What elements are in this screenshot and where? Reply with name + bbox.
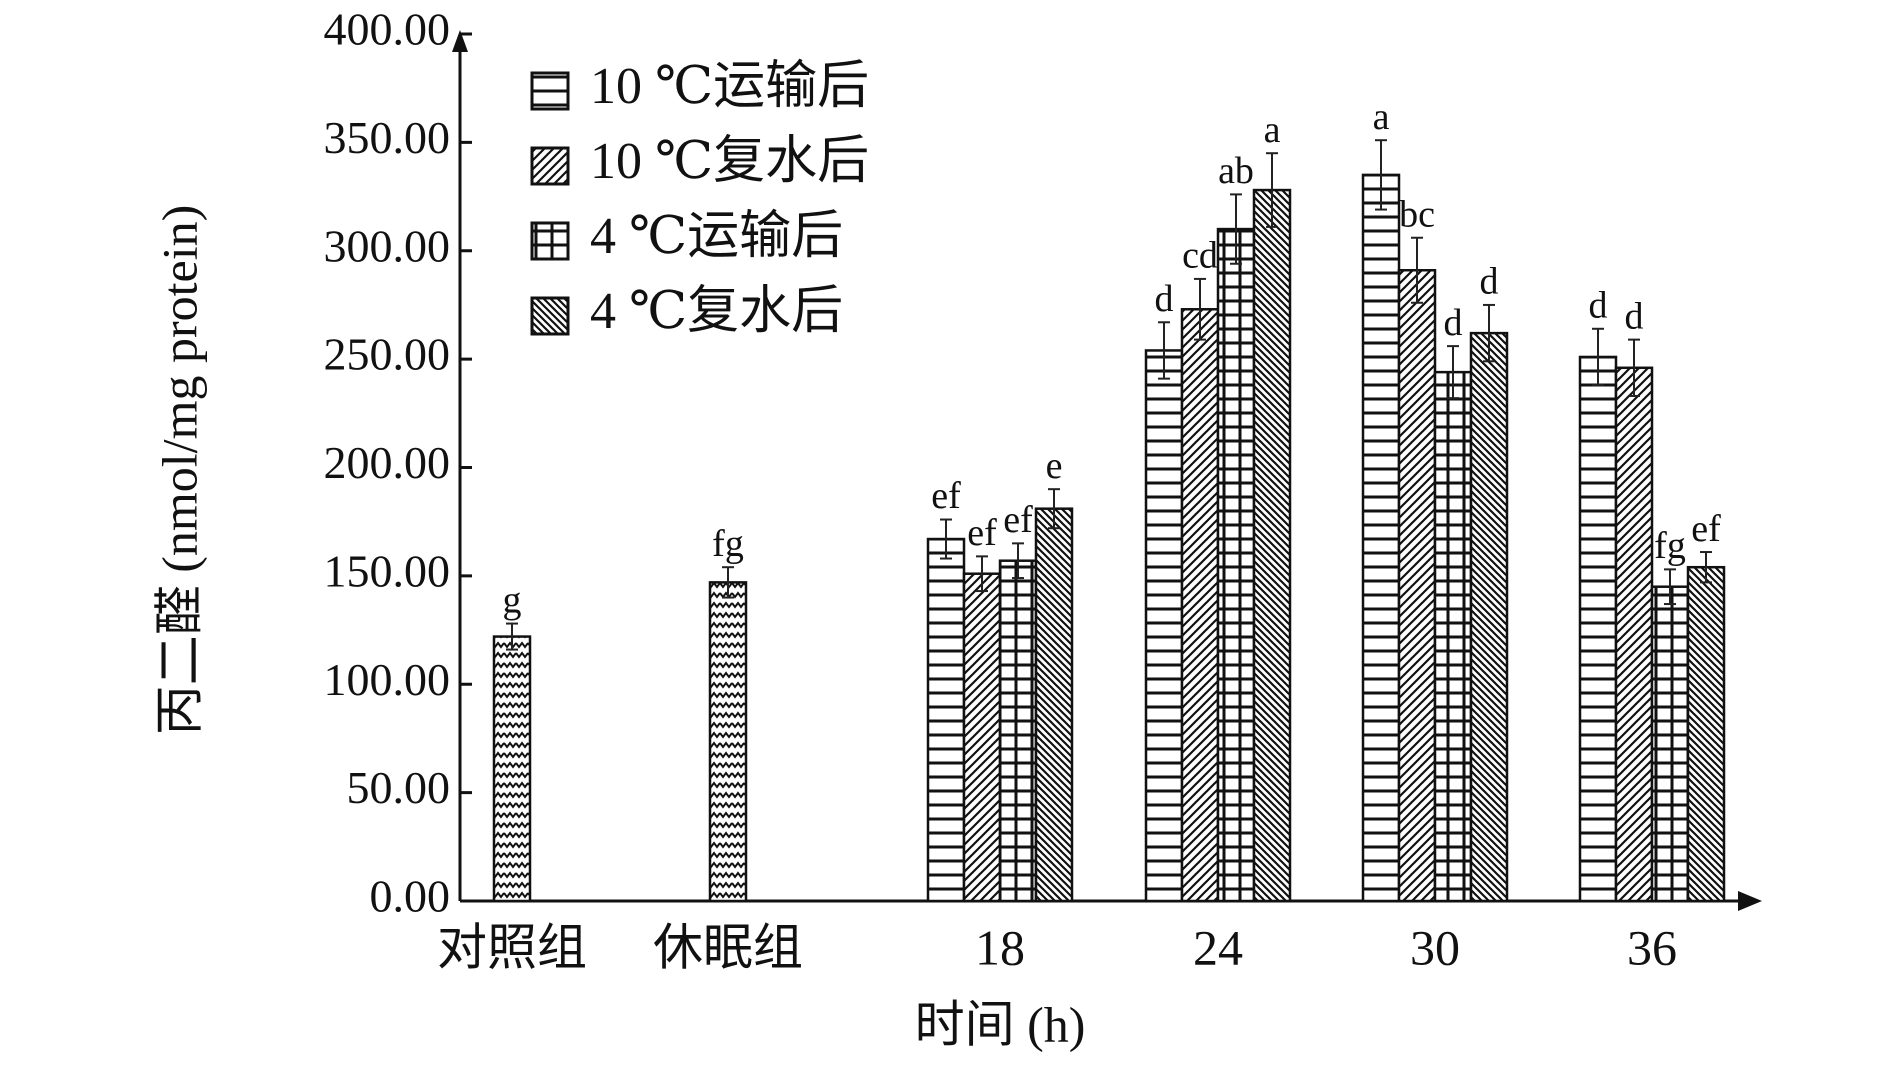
bar — [926, 537, 966, 903]
bar — [1144, 349, 1184, 903]
bar — [1397, 269, 1437, 903]
y-tick-label: 100.00 — [324, 654, 451, 705]
significance-letter: a — [1373, 96, 1390, 138]
bar — [492, 635, 532, 903]
significance-letter: bc — [1399, 193, 1435, 235]
legend-label: 10 ℃运输后 — [590, 58, 869, 115]
x-tick-label: 36 — [1627, 919, 1677, 975]
x-tick-label: 对照组 — [437, 919, 587, 975]
bar — [1034, 507, 1074, 903]
y-tick-label: 150.00 — [324, 545, 451, 596]
bar — [1650, 585, 1690, 903]
significance-letter: fg — [712, 523, 744, 565]
legend-label: 4 ℃复水后 — [590, 283, 843, 340]
significance-letter: d — [1480, 261, 1499, 303]
bar — [708, 581, 748, 903]
bar — [1252, 188, 1292, 903]
bar — [1686, 565, 1726, 903]
y-tick-label: 400.00 — [324, 4, 451, 55]
y-tick-label: 300.00 — [324, 220, 451, 271]
legend-swatch — [530, 71, 570, 111]
bar — [1578, 355, 1618, 903]
significance-letter: ef — [967, 512, 997, 554]
significance-letter: d — [1625, 295, 1644, 337]
significance-letter: a — [1264, 109, 1281, 151]
significance-letter: ef — [1691, 508, 1721, 550]
significance-letter: ef — [931, 475, 961, 517]
x-axis-arrow — [1738, 891, 1762, 911]
significance-letter: cd — [1182, 235, 1218, 277]
y-tick-label: 250.00 — [324, 329, 451, 380]
significance-letter: ef — [1003, 499, 1033, 541]
x-tick-label: 24 — [1193, 919, 1243, 975]
y-tick-label: 50.00 — [347, 762, 451, 813]
y-tick-label: 350.00 — [324, 112, 451, 163]
y-tick-label: 200.00 — [324, 437, 451, 488]
significance-letter: ab — [1218, 150, 1254, 192]
bar — [1361, 173, 1401, 903]
bar — [1216, 227, 1256, 903]
y-tick-label: 0.00 — [370, 871, 451, 922]
legend-swatch — [530, 296, 570, 336]
legend-label: 4 ℃运输后 — [590, 208, 843, 265]
x-tick-label: 休眠组 — [653, 919, 803, 975]
y-axis-title: 丙二醛 (nmol/mg protein) — [151, 205, 207, 736]
legend-swatch — [530, 146, 570, 186]
bar — [1180, 308, 1220, 903]
significance-letter: fg — [1654, 525, 1686, 567]
bar — [962, 572, 1002, 903]
legend-label: 10 ℃复水后 — [590, 133, 869, 190]
significance-letter: g — [503, 579, 522, 621]
bar — [1433, 370, 1473, 903]
significance-letter: e — [1046, 445, 1063, 487]
legend-swatch — [530, 221, 570, 261]
x-tick-label: 18 — [975, 919, 1025, 975]
bar — [1469, 331, 1509, 903]
significance-letter: d — [1444, 302, 1463, 344]
significance-letter: d — [1155, 278, 1174, 320]
y-axis-arrow — [452, 30, 468, 52]
x-axis-title: 时间 (h) — [915, 996, 1086, 1052]
significance-letter: d — [1589, 284, 1608, 326]
x-tick-label: 30 — [1410, 919, 1460, 975]
bar — [998, 559, 1038, 903]
bar — [1614, 366, 1654, 903]
